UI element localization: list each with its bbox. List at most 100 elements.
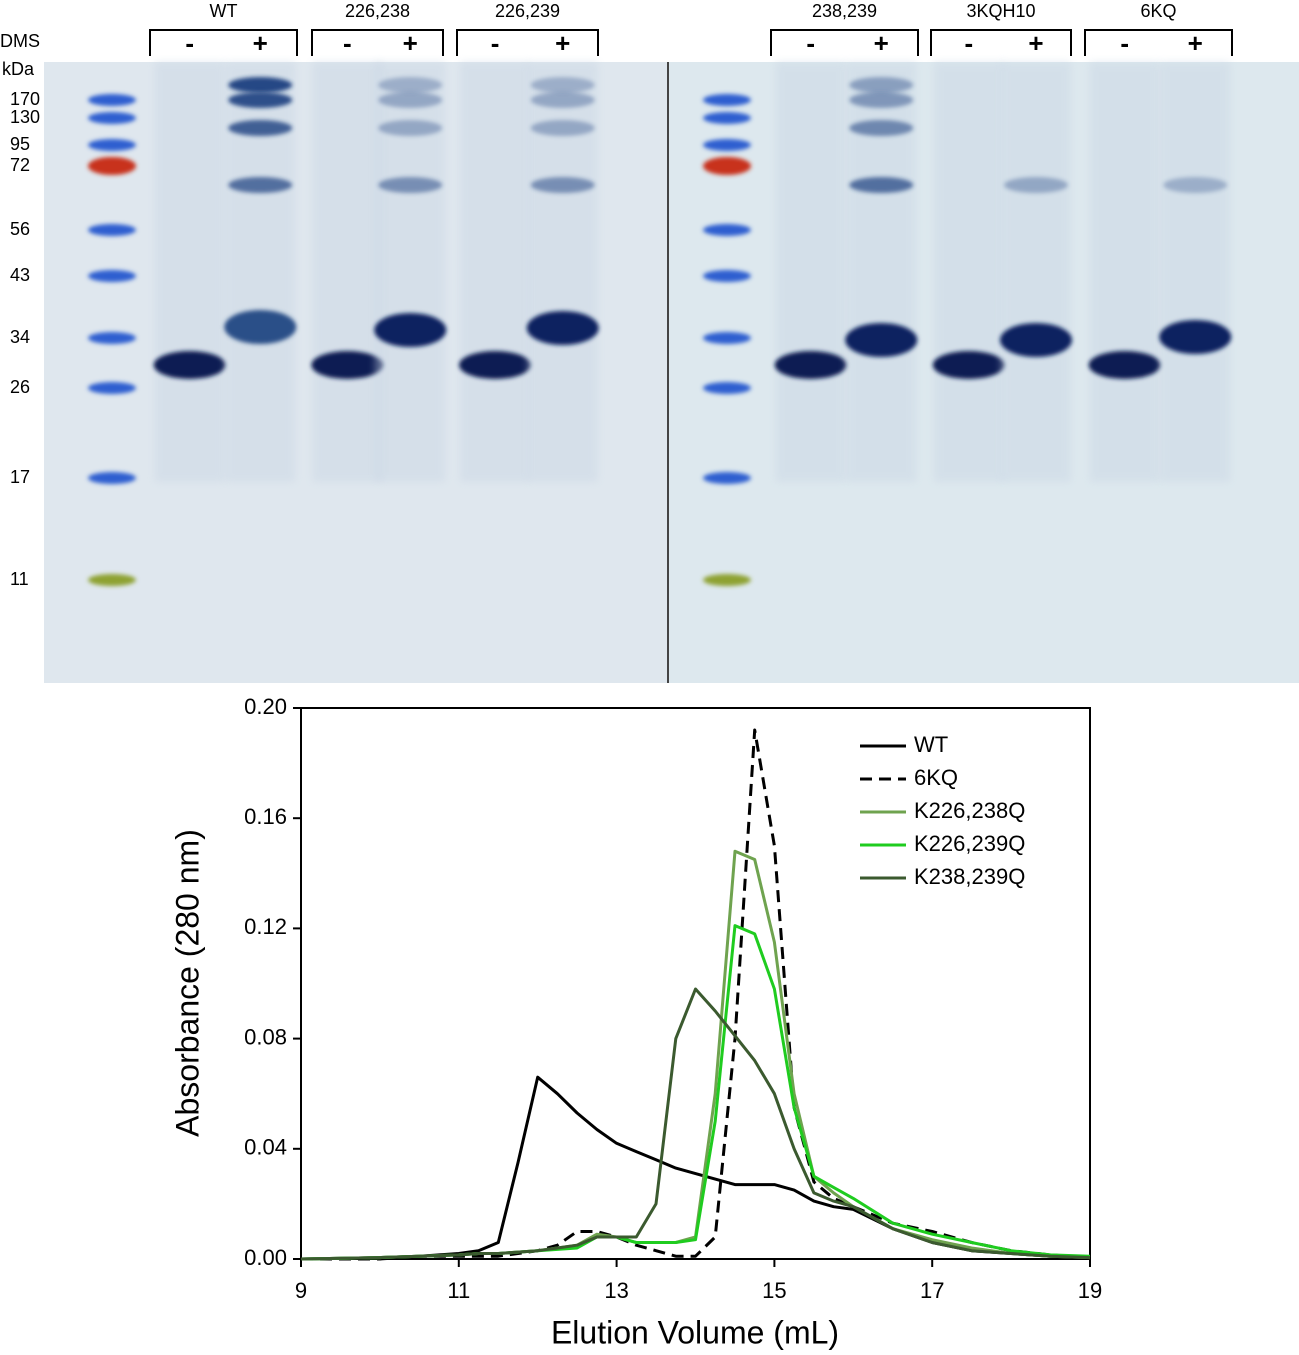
protein-band bbox=[1163, 177, 1228, 193]
x-tick-label: 17 bbox=[920, 1278, 944, 1303]
lane-smear bbox=[775, 62, 846, 482]
protein-band bbox=[228, 177, 293, 193]
protein-band bbox=[530, 92, 595, 108]
protein-band bbox=[774, 351, 847, 379]
protein-band bbox=[1004, 177, 1068, 193]
lane-label: - bbox=[343, 28, 352, 58]
protein-band bbox=[153, 351, 226, 379]
ladder-band bbox=[88, 94, 136, 106]
y-tick-label: 0.00 bbox=[244, 1245, 287, 1270]
lane-label: + bbox=[555, 28, 570, 58]
protein-band bbox=[311, 351, 384, 379]
x-tick-label: 9 bbox=[295, 1278, 307, 1303]
lane-smear bbox=[154, 62, 225, 482]
group-label: 226,239 bbox=[495, 1, 560, 21]
protein-band bbox=[526, 311, 599, 345]
protein-band bbox=[378, 120, 443, 136]
protein-band bbox=[1159, 320, 1232, 354]
group-label: 238,239 bbox=[812, 1, 877, 21]
lane-bracket bbox=[930, 29, 1072, 56]
x-tick-label: 13 bbox=[604, 1278, 628, 1303]
protein-band bbox=[378, 177, 443, 193]
lane-smear bbox=[933, 62, 1004, 482]
group-label: WT bbox=[210, 1, 238, 21]
lane-label: + bbox=[1188, 28, 1203, 58]
ladder-band bbox=[88, 224, 136, 236]
legend-label: K238,239Q bbox=[914, 864, 1025, 889]
legend-label: K226,238Q bbox=[914, 798, 1025, 823]
ladder-band bbox=[88, 382, 136, 394]
ladder-band bbox=[88, 157, 136, 175]
ladder-band bbox=[703, 112, 751, 124]
ladder-band bbox=[88, 574, 136, 586]
lane-label: - bbox=[185, 28, 194, 58]
series-line bbox=[300, 849, 1091, 1261]
ladder-band bbox=[88, 139, 136, 151]
marker-label: 130 bbox=[10, 107, 40, 127]
chart: Elution Volume (mL) Absorbance (280 nm) … bbox=[169, 694, 1102, 1351]
marker-label: 11 bbox=[10, 569, 29, 589]
marker-label: 56 bbox=[10, 219, 30, 239]
kda-label: kDa bbox=[2, 59, 35, 79]
protein-band bbox=[228, 120, 293, 136]
legend-label: K226,239Q bbox=[914, 831, 1025, 856]
protein-band bbox=[228, 92, 293, 108]
lane-smear bbox=[1160, 62, 1231, 482]
lane-bracket bbox=[311, 29, 444, 56]
protein-band bbox=[530, 177, 595, 193]
ladder-band bbox=[703, 382, 751, 394]
marker-label: 95 bbox=[10, 134, 30, 154]
ladder-band bbox=[703, 224, 751, 236]
protein-band bbox=[845, 323, 918, 357]
lane-label: - bbox=[491, 28, 500, 58]
ladder-band bbox=[703, 574, 751, 586]
x-axis-title: Elution Volume (mL) bbox=[551, 1314, 839, 1350]
lane-label: + bbox=[1028, 28, 1043, 58]
protein-band bbox=[374, 313, 447, 347]
ladder-band bbox=[703, 332, 751, 344]
protein-band bbox=[224, 310, 297, 344]
lane-smear bbox=[460, 62, 531, 482]
protein-band bbox=[530, 120, 595, 136]
ladder-band bbox=[703, 472, 751, 484]
protein-band bbox=[849, 77, 914, 93]
legend-label: WT bbox=[914, 732, 948, 757]
lane-label: - bbox=[964, 28, 973, 58]
lane-bracket bbox=[149, 29, 298, 56]
protein-band bbox=[849, 120, 914, 136]
marker-label: 26 bbox=[10, 377, 30, 397]
y-tick-label: 0.16 bbox=[244, 804, 287, 829]
y-tick-label: 0.08 bbox=[244, 1024, 287, 1049]
x-tick-label: 15 bbox=[762, 1278, 786, 1303]
marker-label: 72 bbox=[10, 155, 30, 175]
protein-band bbox=[1000, 323, 1072, 357]
series-line bbox=[300, 924, 1091, 1261]
x-tick-label: 19 bbox=[1078, 1278, 1102, 1303]
protein-band bbox=[228, 77, 293, 93]
ladder-band bbox=[703, 94, 751, 106]
lane-label: - bbox=[1120, 28, 1129, 58]
dms-label: DMS bbox=[0, 31, 40, 51]
lane-smear bbox=[1089, 62, 1160, 482]
ladder-band bbox=[88, 112, 136, 124]
protein-band bbox=[530, 77, 595, 93]
ladder-band bbox=[88, 332, 136, 344]
marker-label: 43 bbox=[10, 265, 30, 285]
lane-label: + bbox=[874, 28, 889, 58]
lane-label: + bbox=[403, 28, 418, 58]
group-label: 6KQ bbox=[1140, 1, 1176, 21]
x-tick-label: 11 bbox=[447, 1278, 470, 1303]
protein-band bbox=[1088, 351, 1161, 379]
marker-label: 17 bbox=[10, 467, 30, 487]
protein-band bbox=[849, 177, 914, 193]
lane-label: - bbox=[806, 28, 815, 58]
group-label: 226,238 bbox=[345, 1, 410, 21]
protein-band bbox=[378, 92, 443, 108]
protein-band bbox=[378, 77, 443, 93]
plot-frame bbox=[300, 707, 1091, 1260]
group-label: 3KQH10 bbox=[966, 1, 1035, 21]
ladder-band bbox=[703, 157, 751, 175]
